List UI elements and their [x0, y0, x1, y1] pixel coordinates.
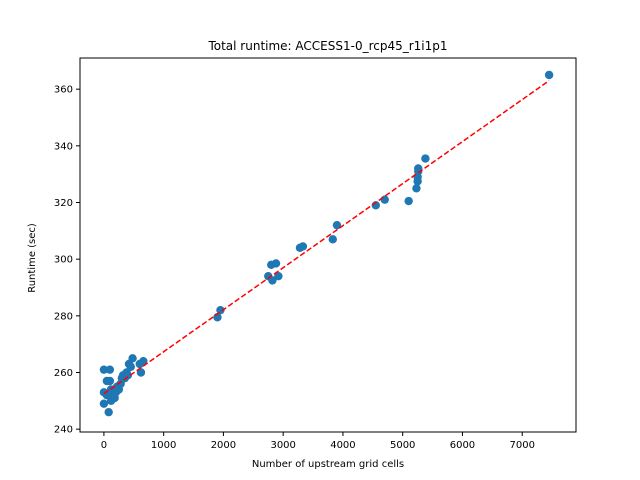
x-axis: 0 1000 2000 3000 4000 5000 6000 7000: [101, 432, 535, 451]
y-tick-label: 360: [54, 85, 73, 96]
data-point: [99, 365, 109, 374]
data-point: [128, 354, 137, 363]
data-point: [274, 271, 283, 281]
data-point: [139, 356, 148, 366]
plot-area: [79, 57, 577, 433]
data-point: [268, 276, 277, 285]
data-point: [105, 365, 115, 374]
data-point: [380, 195, 389, 204]
x-tick-label: 3000: [270, 440, 295, 451]
y-tick-label: 280: [54, 311, 73, 322]
data-point: [105, 376, 115, 386]
data-point: [99, 399, 109, 408]
y-tick-label: 260: [54, 368, 73, 379]
y-tick-label: 340: [54, 141, 73, 152]
data-point: [328, 235, 337, 244]
x-tick-label: 2000: [211, 440, 236, 451]
data-point: [332, 220, 342, 230]
chart-title: Total runtime: ACCESS1-0_rcp45_r1i1p1: [207, 39, 447, 53]
data-point: [104, 407, 113, 417]
axes-frame: [79, 57, 577, 433]
data-point: [298, 242, 308, 251]
data-point: [412, 184, 421, 193]
data-point: [421, 154, 430, 163]
data-point: [216, 305, 225, 315]
x-axis-label: Number of upstream grid cells: [252, 459, 404, 470]
data-point: [404, 196, 413, 206]
x-tick-label: 1000: [151, 440, 176, 451]
data-point: [271, 259, 281, 268]
x-tick-label: 5000: [390, 440, 415, 451]
data-point: [126, 362, 135, 372]
data-point: [123, 371, 133, 380]
data-point: [544, 70, 554, 80]
y-axis-label: Runtime (sec): [27, 223, 38, 293]
x-tick-label: 0: [101, 440, 107, 451]
y-axis: 240 260 280 300 320 340 360: [54, 85, 80, 436]
data-point: [136, 368, 146, 377]
x-tick-label: 4000: [330, 440, 355, 451]
fit-line: [103, 80, 550, 395]
y-tick-label: 240: [54, 425, 73, 436]
y-tick-label: 300: [54, 255, 73, 266]
x-tick-label: 6000: [450, 440, 475, 451]
x-tick-label: 7000: [509, 440, 534, 451]
y-tick-label: 320: [54, 198, 73, 209]
